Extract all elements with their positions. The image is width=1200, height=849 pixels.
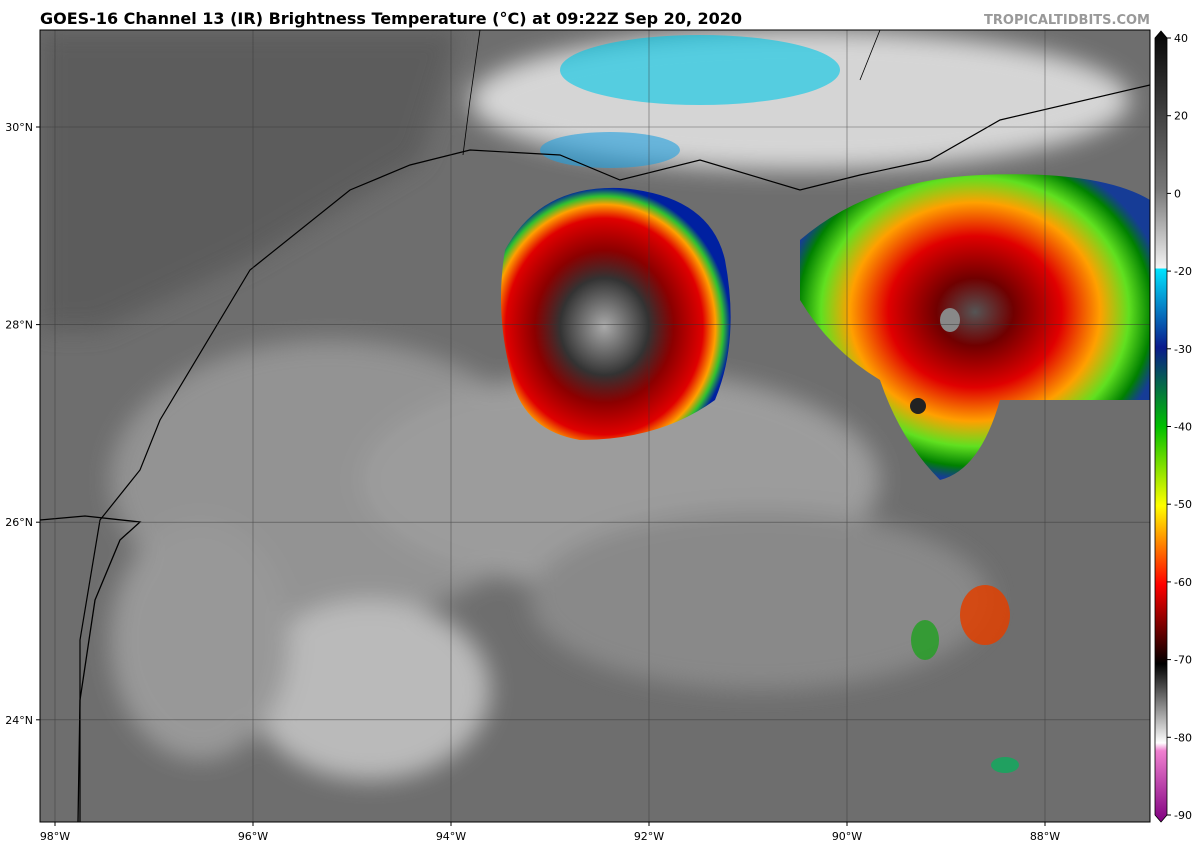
colorbar-tick-label: -80	[1174, 731, 1192, 744]
graticule	[40, 30, 1150, 822]
lat-tick-label: 30°N	[5, 121, 33, 134]
lon-tick-label: 88°W	[1030, 830, 1060, 843]
colorbar-tick-label: -40	[1174, 421, 1192, 434]
credit: TROPICALTIDBITS.COM	[984, 13, 1150, 28]
lon-tick-label: 94°W	[436, 830, 466, 843]
satellite-image	[40, 30, 1150, 822]
colorbar-tick-label: 0	[1174, 187, 1181, 200]
colorbar-tick-label: -30	[1174, 343, 1192, 356]
colorbar-tick-label: -90	[1174, 809, 1192, 822]
colorbar-tick-label: -60	[1174, 576, 1192, 589]
colorbar-tick-label: 20	[1174, 110, 1188, 123]
title: GOES-16 Channel 13 (IR) Brightness Tempe…	[40, 9, 742, 28]
lat-tick-label: 24°N	[5, 714, 33, 727]
lat-tick-label: 26°N	[5, 516, 33, 529]
lon-tick-label: 92°W	[634, 830, 664, 843]
lon-tick-label: 98°W	[40, 830, 70, 843]
colorbar-tick-label: -20	[1174, 265, 1192, 278]
lon-tick-label: 96°W	[238, 830, 268, 843]
lon-tick-label: 90°W	[832, 830, 862, 843]
lat-tick-label: 28°N	[5, 319, 33, 332]
colorbar	[1154, 30, 1168, 823]
colorbar-tick-label: -70	[1174, 654, 1192, 667]
colorbar-tick-label: -50	[1174, 498, 1192, 511]
colorbar-tick-label: 40	[1174, 32, 1188, 45]
map-frame	[39, 29, 1151, 823]
